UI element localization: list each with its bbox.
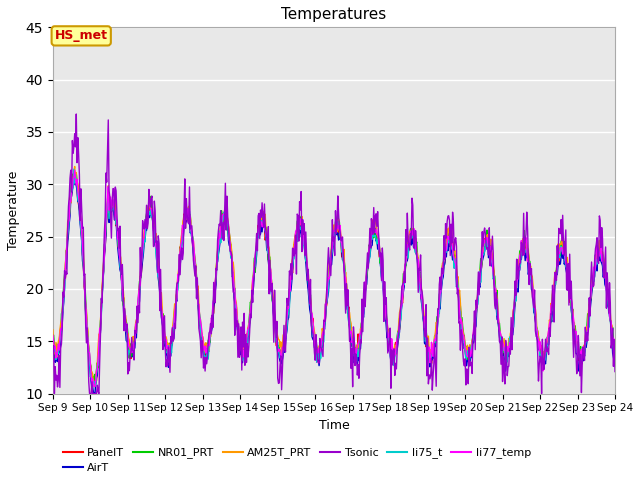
Legend: PanelT, AirT, NR01_PRT, AM25T_PRT, Tsonic, li75_t, li77_temp: PanelT, AirT, NR01_PRT, AM25T_PRT, Tsoni…	[58, 443, 535, 478]
X-axis label: Time: Time	[319, 419, 349, 432]
Text: HS_met: HS_met	[55, 29, 108, 42]
Title: Temperatures: Temperatures	[282, 7, 387, 22]
Y-axis label: Temperature: Temperature	[7, 171, 20, 250]
